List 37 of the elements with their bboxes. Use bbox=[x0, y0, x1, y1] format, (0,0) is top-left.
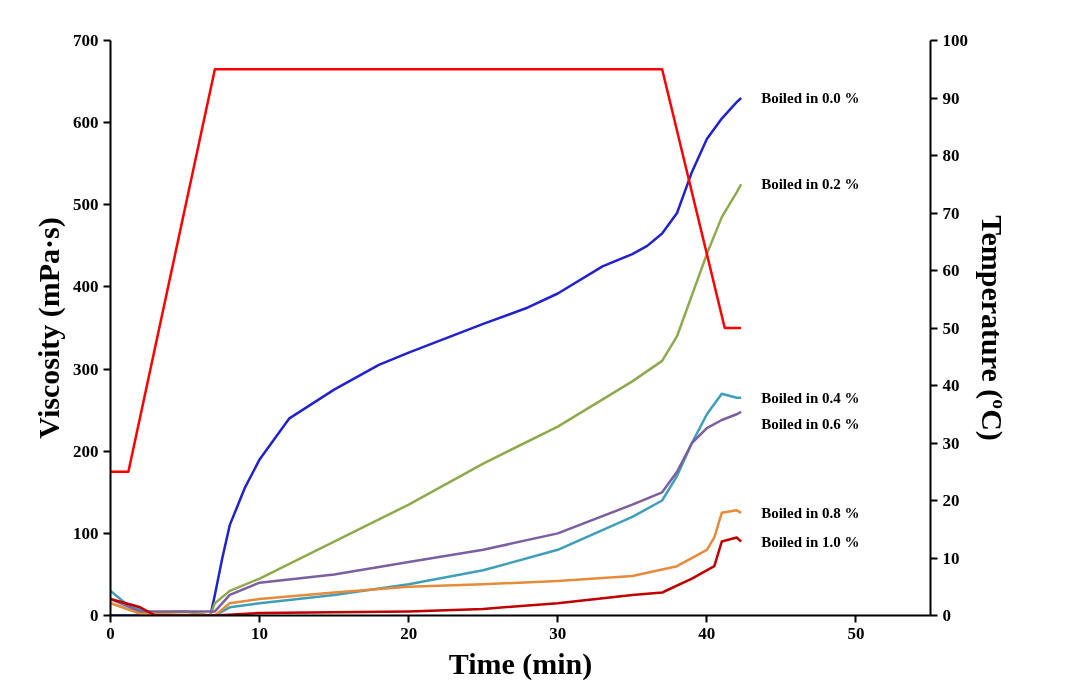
line-series bbox=[110, 96, 743, 616]
y-tick-label: 300 bbox=[73, 359, 99, 379]
x-tick-label: 30 bbox=[549, 623, 567, 643]
series-label: Boiled in 0.0 % bbox=[761, 90, 860, 106]
y2-tick-label: 0 bbox=[942, 606, 951, 625]
y2-tick-label: 10 bbox=[942, 548, 960, 568]
series-label: Boiled in 0.4 % bbox=[761, 389, 860, 406]
series-label: Boiled in 0.8 % bbox=[761, 504, 860, 521]
series-label: Boiled in 1.0 % bbox=[761, 533, 860, 550]
y2-tick-label: 50 bbox=[942, 318, 960, 338]
y2-axis-title: Temperature (ºC) bbox=[975, 215, 1009, 441]
y-axis-title: Viscosity (mPa·s) bbox=[32, 217, 66, 439]
x-tick-label: 20 bbox=[400, 623, 418, 643]
y-tick-label: 600 bbox=[73, 113, 99, 133]
y2-tick-label: 70 bbox=[942, 203, 960, 223]
x-axis-title: Time (min) bbox=[448, 646, 593, 681]
line-series bbox=[110, 509, 743, 616]
y-tick-label: 500 bbox=[73, 195, 99, 215]
y2-tick-label: 100 bbox=[942, 31, 968, 50]
y2-tick-label: 80 bbox=[942, 146, 960, 165]
y2-tick-label: 20 bbox=[942, 491, 960, 510]
series-label: Boiled in 0.6 % bbox=[761, 415, 860, 432]
y-tick-label: 200 bbox=[73, 441, 99, 461]
line-series bbox=[110, 536, 743, 616]
x-tick-label: 40 bbox=[698, 623, 716, 643]
series-label: Boiled in 0.2 % bbox=[761, 176, 860, 193]
y-tick-label: 400 bbox=[73, 277, 99, 297]
y2-tick-label: 60 bbox=[942, 261, 960, 280]
y2-tick-label: 40 bbox=[942, 376, 960, 395]
x-tick-label: 10 bbox=[251, 623, 269, 643]
y-tick-label: 700 bbox=[73, 31, 99, 50]
y-tick-label: 100 bbox=[73, 523, 99, 543]
x-tick-label: 0 bbox=[106, 623, 115, 643]
y2-tick-label: 30 bbox=[942, 433, 960, 453]
y-tick-label: 0 bbox=[90, 606, 99, 625]
y2-tick-label: 90 bbox=[942, 88, 960, 108]
x-tick-label: 50 bbox=[847, 623, 865, 643]
